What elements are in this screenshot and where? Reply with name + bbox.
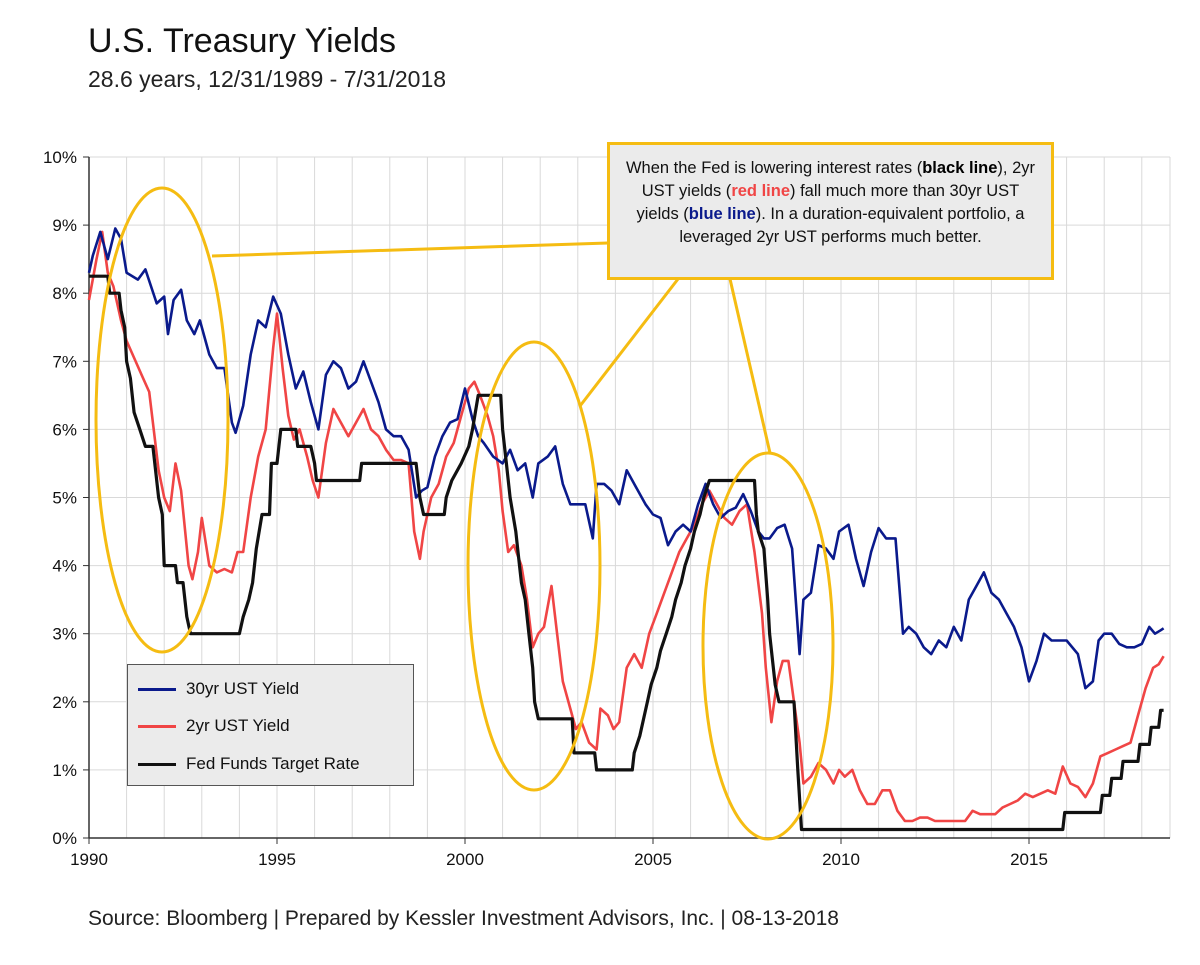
annotation-blue-line: blue line: [688, 205, 756, 223]
chart-subtitle: 28.6 years, 12/31/1989 - 7/31/2018: [88, 66, 447, 92]
y-tick-label: 9%: [52, 216, 77, 235]
y-tick-label: 2%: [52, 693, 77, 712]
chart-legend: 30yr UST Yield 2yr UST Yield Fed Funds T…: [127, 664, 414, 786]
annotation-text-4: ). In a duration-equivalent portfolio, a…: [679, 205, 1025, 246]
legend-item-2yr: 2yr UST Yield: [138, 714, 408, 738]
annotation-text-3: ) fall much more than 30yr UST yields (: [636, 182, 1020, 223]
series-line-2yr-ust-yield: [87, 230, 1165, 823]
callout-line-1: [211, 241, 609, 258]
legend-label-fedfunds: Fed Funds Target Rate: [186, 754, 360, 773]
chart-series: [87, 227, 1165, 832]
chart-title: U.S. Treasury Yields: [88, 22, 397, 60]
annotation-box: When the Fed is lowering interest rates …: [607, 142, 1054, 280]
x-tick-label: 2010: [822, 850, 860, 869]
y-tick-label: 1%: [52, 761, 77, 780]
y-tick-label: 4%: [52, 557, 77, 576]
callout-line-2: [578, 278, 680, 407]
x-tick-label: 1995: [258, 850, 296, 869]
x-tick-label: 2000: [446, 850, 484, 869]
y-tick-label: 5%: [52, 489, 77, 508]
annotation-text-2: ), 2yr UST yields (: [641, 159, 1035, 200]
chart-axes: 0% 1% 2% 3% 4% 5% 6% 7% 8% 9% 10% 1990 1995 2000 2005 2…: [43, 148, 1170, 869]
annotation-red-line: red line: [731, 182, 790, 200]
callout-line-3: [728, 278, 772, 454]
legend-swatch-fedfunds: [138, 763, 176, 766]
source-footer: Source: Bloomberg | Prepared by Kessler …: [88, 907, 839, 930]
highlight-ellipses: [94, 186, 835, 841]
annotation-text-1: When the Fed is lowering interest rates …: [625, 159, 923, 177]
x-tick-label: 2015: [1010, 850, 1048, 869]
series-line-30yr-ust-yield: [87, 227, 1165, 690]
legend-swatch-2yr: [138, 725, 176, 728]
annotation-black-line: black line: [922, 159, 998, 177]
x-tick-label: 1990: [70, 850, 108, 869]
x-tick-label: 2005: [634, 850, 672, 869]
highlight-ellipse-2001: [466, 340, 602, 792]
y-tick-label: 6%: [52, 420, 77, 439]
highlight-ellipse-2008: [701, 451, 835, 841]
y-tick-label: 0%: [52, 829, 77, 848]
legend-item-fedfunds: Fed Funds Target Rate: [138, 752, 408, 776]
legend-swatch-30yr: [138, 688, 176, 691]
y-tick-label: 3%: [52, 625, 77, 644]
legend-label-2yr: 2yr UST Yield: [186, 716, 290, 735]
callout-lines: [211, 241, 772, 454]
series-line-fed-funds-target-rate: [89, 274, 1164, 832]
y-tick-label: 7%: [52, 352, 77, 371]
legend-label-30yr: 30yr UST Yield: [186, 679, 300, 698]
y-tick-label: 8%: [52, 284, 77, 303]
y-tick-label: 10%: [43, 148, 77, 167]
highlight-ellipse-1991: [94, 186, 230, 654]
legend-item-30yr: 30yr UST Yield: [138, 677, 408, 701]
